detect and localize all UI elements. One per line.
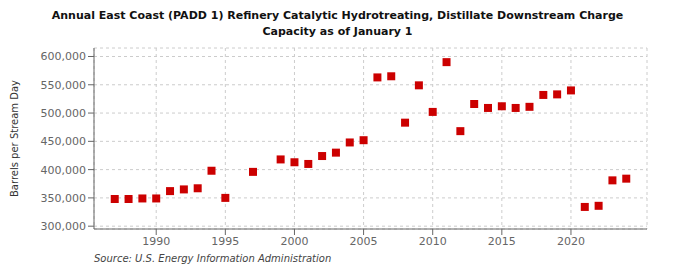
svg-text:400,000: 400,000 bbox=[41, 164, 87, 177]
html-text:Source: U.S. Energy Informatio: Source: U.S. Energy Information Administ… bbox=[94, 253, 332, 264]
svg-text:500,000: 500,000 bbox=[41, 107, 87, 120]
svg-text:2010: 2010 bbox=[419, 235, 447, 248]
svg-text:1995: 1995 bbox=[211, 235, 239, 248]
svg-text:1990: 1990 bbox=[142, 235, 170, 248]
svg-text:2015: 2015 bbox=[488, 235, 516, 248]
svg-text:350,000: 350,000 bbox=[41, 192, 87, 205]
svg-text:550,000: 550,000 bbox=[41, 79, 87, 92]
svg-text:Barrels per Stream Day: Barrels per Stream Day bbox=[9, 80, 20, 197]
svg-text:300,000: 300,000 bbox=[41, 220, 87, 233]
svg-text:2020: 2020 bbox=[557, 235, 585, 248]
html-text:Capacity as of January 1: Capacity as of January 1 bbox=[262, 25, 413, 38]
html-text:Annual East Coast (PADD 1) Ref: Annual East Coast (PADD 1) Refinery Cata… bbox=[51, 9, 624, 22]
svg-text:450,000: 450,000 bbox=[41, 135, 87, 148]
svg-text:600,000: 600,000 bbox=[41, 50, 87, 63]
svg-text:2005: 2005 bbox=[350, 235, 378, 248]
svg-text:2000: 2000 bbox=[280, 235, 308, 248]
